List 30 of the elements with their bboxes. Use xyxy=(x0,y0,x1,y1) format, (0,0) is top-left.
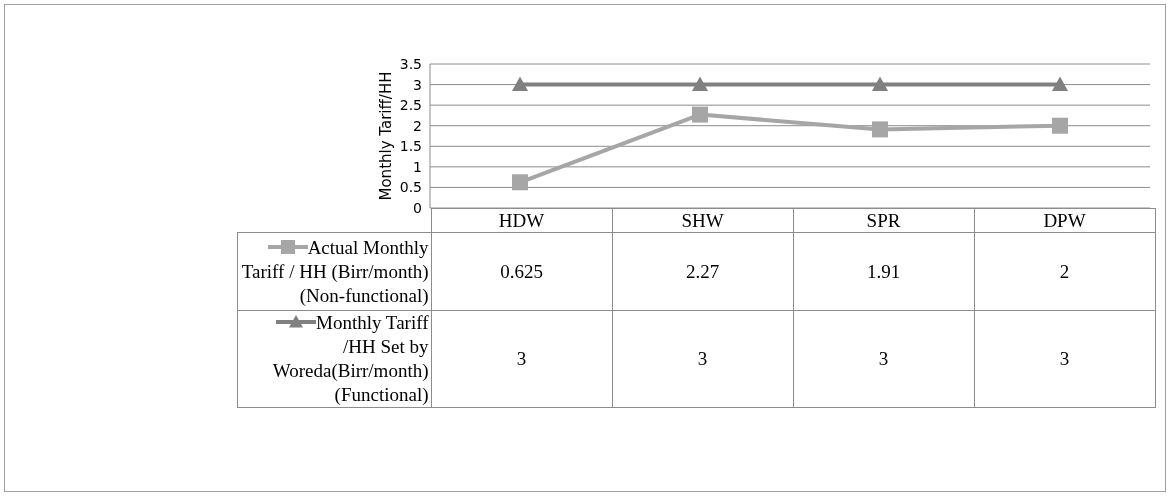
data-label: 3 xyxy=(612,310,793,408)
data-label: 3 xyxy=(974,310,1155,408)
y-tick-label: 1.5 xyxy=(399,138,422,155)
point xyxy=(872,76,888,91)
legend-label: Actual Monthly Tariff / HH (Birr/month)(Non-functional) xyxy=(237,232,431,311)
point xyxy=(692,76,708,91)
y-tick-label: 2 xyxy=(413,117,422,134)
y-tick-label: 2.5 xyxy=(399,97,422,114)
y-tick-label: 3 xyxy=(413,76,422,93)
point xyxy=(512,76,528,91)
x-tick-label: SPR xyxy=(793,208,974,233)
x-tick-label: DPW xyxy=(974,208,1155,233)
x-tick-label: HDW xyxy=(431,208,612,233)
data-label: 3 xyxy=(793,310,974,408)
x-tick-label: SHW xyxy=(612,208,793,233)
legend-label: Monthly Tariff /HH Set by Woreda(Birr/month)(Functional) xyxy=(237,310,431,408)
y-axis-title: Monthly Tariff/HH xyxy=(377,71,396,201)
data-label: 1.91 xyxy=(793,232,974,311)
y-tick-label: 1 xyxy=(413,158,422,175)
point xyxy=(1052,76,1068,91)
data-label: 2.27 xyxy=(612,232,793,311)
data-label: 0.625 xyxy=(431,232,612,311)
point xyxy=(872,121,888,138)
y-tick-label: 0 xyxy=(413,199,422,216)
y-tick-label: 3.5 xyxy=(399,55,422,72)
point xyxy=(692,106,708,123)
y-tick-label: 0.5 xyxy=(399,179,422,196)
data-label: 2 xyxy=(974,232,1155,311)
point xyxy=(512,174,528,191)
point xyxy=(1052,117,1068,134)
